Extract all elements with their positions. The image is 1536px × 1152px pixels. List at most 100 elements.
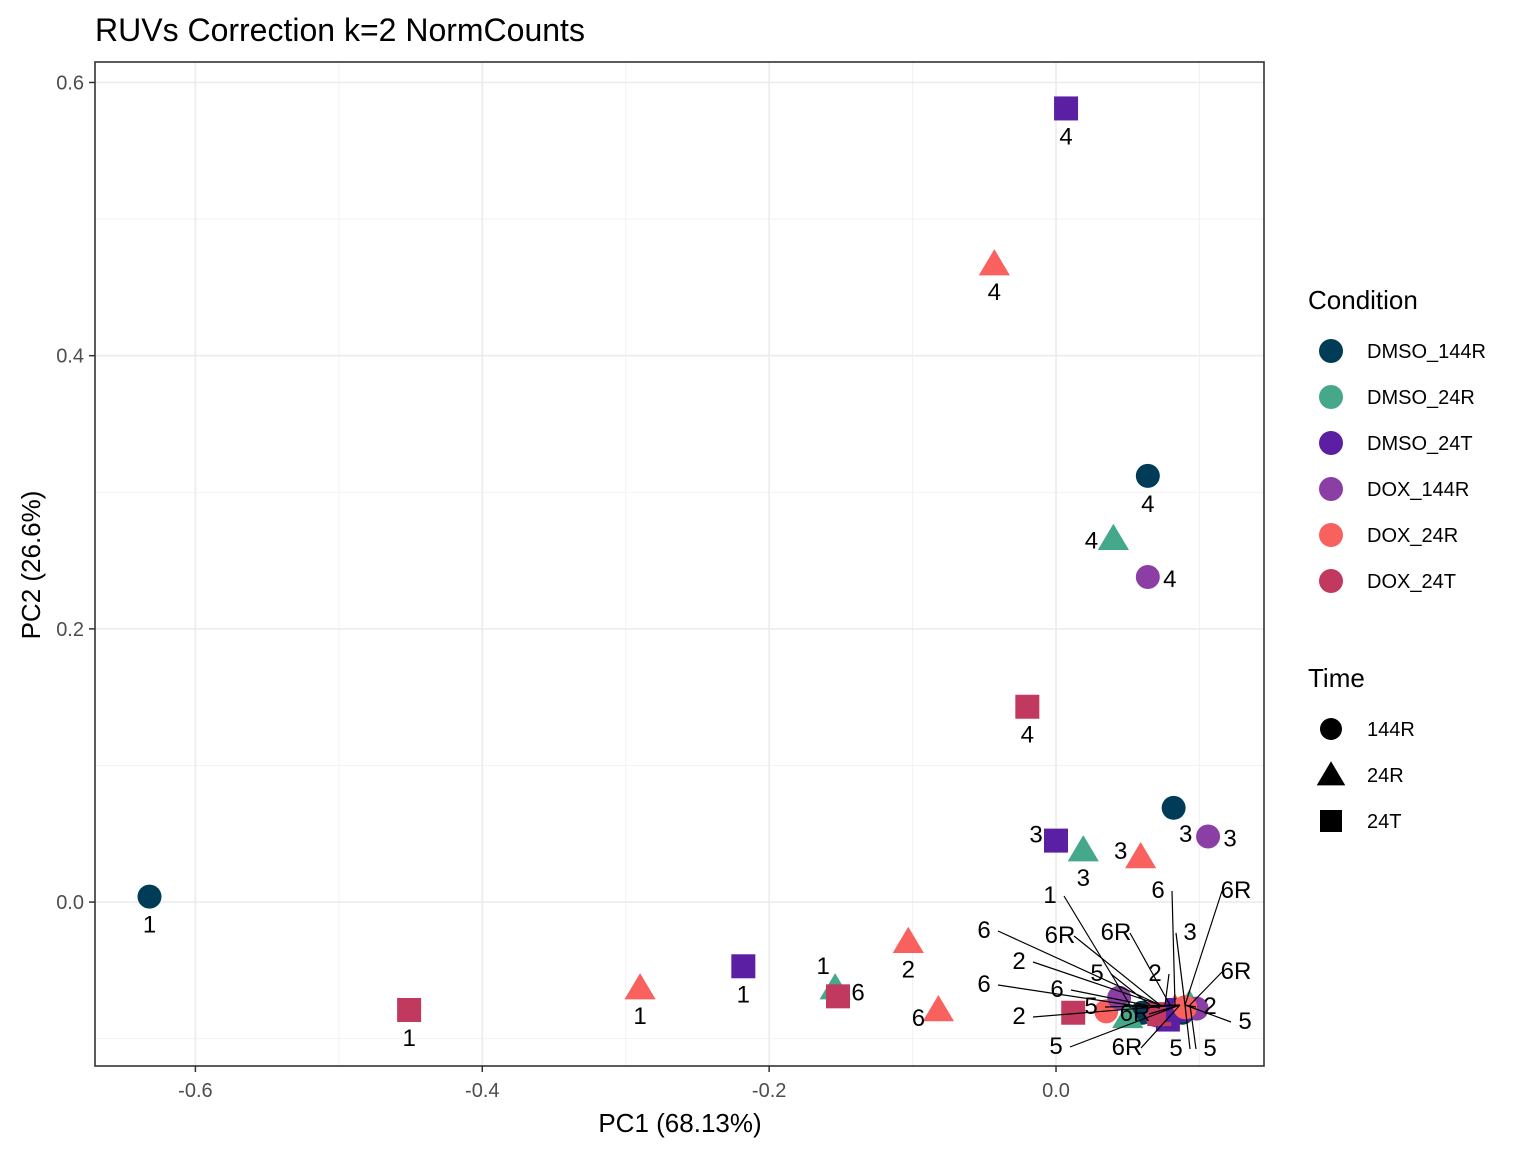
legend-key-condition: [1319, 477, 1343, 501]
point-marker: [1067, 835, 1099, 862]
legend-label-time: 144R: [1367, 719, 1415, 741]
legend-key-time: [1316, 761, 1346, 786]
point-marker: [397, 997, 422, 1022]
x-tick-label: -0.6: [178, 1080, 212, 1102]
point-label: 3: [1077, 865, 1090, 892]
point-label: 1: [143, 912, 156, 939]
leader-line: [1032, 1004, 1181, 1018]
point-label: 2: [902, 957, 915, 984]
y-tick-label: 0.6: [56, 72, 84, 94]
point-marker: [1054, 96, 1079, 121]
x-tick-label: 0.0: [1042, 1080, 1070, 1102]
point-label: 6: [912, 1005, 925, 1032]
cluster-point-label: 2: [1012, 948, 1025, 975]
cluster-point-label: 5: [1203, 1035, 1216, 1062]
leader-line: [1184, 890, 1223, 1006]
point-label: 4: [988, 279, 1001, 306]
legend-title-time: Time: [1308, 663, 1365, 693]
point-label: 1: [816, 953, 829, 980]
leader-line: [1129, 932, 1171, 1006]
y-axis-title: PC2 (26.6%): [16, 491, 46, 640]
chart-title: RUVs Correction k=2 NormCounts: [95, 12, 585, 48]
point-marker: [1015, 694, 1040, 719]
legend-label-condition: DOX_24R: [1367, 525, 1458, 547]
leader-line: [1110, 973, 1151, 1006]
legend-title-condition: Condition: [1308, 285, 1418, 315]
legend-key-condition: [1319, 523, 1343, 547]
point-marker: [731, 954, 756, 979]
y-tick-label: 0.2: [56, 619, 84, 641]
point-marker: [1135, 564, 1160, 589]
leader-line: [1164, 973, 1170, 1006]
point-label: 4: [1085, 528, 1098, 555]
plot-border: [94, 61, 1265, 1067]
legend-label-condition: DOX_144R: [1367, 479, 1469, 501]
cluster-point-label: 1: [1043, 882, 1056, 909]
legend-key-time: [1320, 810, 1342, 832]
y-tick-label: 0.4: [56, 346, 84, 368]
leader-line: [1104, 1004, 1181, 1008]
point-marker: [1125, 842, 1157, 869]
leader-line: [1140, 1004, 1181, 1049]
leader-line: [997, 984, 1151, 1009]
leader-line: [1184, 1004, 1232, 1023]
point-marker: [978, 249, 1010, 276]
leader-line: [1073, 935, 1161, 1006]
cluster-point-label: 6: [977, 917, 990, 944]
cluster-point-label: 5: [1049, 1033, 1062, 1060]
cluster-point-label: 6R: [1120, 1000, 1151, 1027]
point-label: 1: [633, 1003, 646, 1030]
point-label: 3: [1029, 822, 1042, 849]
leader-line: [1189, 1004, 1197, 1050]
legend-key-time: [1320, 718, 1342, 740]
cluster-point-label: 6: [1151, 877, 1164, 904]
legend-label-time: 24T: [1367, 811, 1401, 833]
point-marker: [1097, 523, 1129, 550]
point-marker: [1044, 828, 1069, 853]
point-label: 4: [1141, 491, 1154, 518]
point-label: 1: [402, 1025, 415, 1052]
cluster-point-label: 2: [1012, 1003, 1025, 1030]
leader-line: [1184, 1004, 1191, 1050]
leader-line: [1070, 989, 1161, 1009]
cluster-point-label: 3: [1183, 919, 1196, 946]
point-marker: [137, 884, 162, 909]
cluster-point-label: 5: [1238, 1008, 1251, 1035]
y-tick-label: 0.0: [56, 892, 84, 914]
leader-line: [997, 930, 1161, 1006]
x-tick-label: -0.4: [465, 1080, 499, 1102]
legend-label-condition: DOX_24T: [1367, 571, 1456, 593]
cluster-point-label: 6R: [1221, 877, 1252, 904]
point-marker: [825, 984, 850, 1009]
cluster-point-label: 6R: [1112, 1034, 1143, 1061]
point-marker: [624, 973, 656, 1000]
cluster-point-label: 6: [1050, 976, 1063, 1003]
cluster-point-label: 6: [977, 971, 990, 998]
point-label: 3: [1114, 838, 1127, 865]
cluster-point-label: 5: [1090, 960, 1103, 987]
point-marker: [1196, 824, 1221, 849]
x-axis-title: PC1 (68.13%): [598, 1108, 761, 1138]
cluster-point-label: 6R: [1101, 919, 1132, 946]
point-label: 4: [1059, 123, 1072, 150]
point-label: 4: [1163, 566, 1176, 593]
leader-line: [1069, 1004, 1181, 1048]
x-tick-label: -0.2: [752, 1080, 786, 1102]
point-marker: [1161, 795, 1186, 820]
cluster-point-label: 6R: [1045, 922, 1076, 949]
leader-line: [1171, 890, 1176, 1006]
leader-line: [1032, 961, 1161, 1006]
legend: Condition DMSO_144R DMSO_24R DMSO_24T DOX_14…: [1308, 285, 1486, 833]
plot-background: [95, 62, 1264, 1066]
legend-label-condition: DMSO_24T: [1367, 433, 1473, 455]
point-marker: [922, 994, 955, 1022]
point-label: 3: [1179, 821, 1192, 848]
leader-line: [1189, 971, 1223, 1006]
point-label: 3: [1223, 826, 1236, 853]
cluster-point-label: 6R: [1221, 958, 1252, 985]
legend-key-condition: [1319, 431, 1343, 455]
point-label: 1: [737, 981, 750, 1008]
point-marker: [1135, 463, 1160, 488]
